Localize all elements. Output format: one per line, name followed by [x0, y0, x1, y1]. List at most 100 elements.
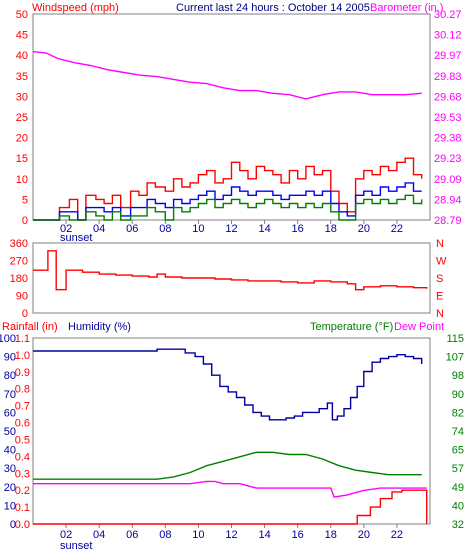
x-tick-label: 16	[292, 529, 304, 541]
barometer-y-tick-label: 29.83	[434, 71, 462, 83]
direction-y-tick-label: 270	[10, 256, 28, 268]
x-tick-label: 16	[292, 223, 304, 235]
barometer-y-tick-label: 29.97	[434, 50, 462, 62]
humidity-y-tick-label: 60	[4, 407, 16, 419]
temperature-y-tick-label: 98	[452, 370, 464, 382]
temperature-y-tick-label: 115	[446, 333, 464, 345]
series-line-temperature	[33, 451, 422, 480]
x-tick-label: 12	[225, 529, 237, 541]
wind-y-tick-label: 35	[16, 71, 28, 83]
temperature-y-tick-label: 82	[452, 407, 464, 419]
wind-y-tick-label: 25	[16, 112, 28, 124]
x-tick-label: 18	[325, 223, 337, 235]
x-tick-label: 02	[60, 529, 72, 541]
series-line-wind_gust	[33, 157, 423, 221]
humidity-y-tick-label: 70	[4, 389, 16, 401]
humidity-y-tick-label: 50	[4, 426, 16, 438]
compass-tick-label: N	[436, 238, 444, 250]
wind-y-tick-label: 10	[16, 174, 28, 186]
humidity-y-tick-label: 10	[4, 500, 16, 512]
rain-y-tick-label: 0.9	[15, 367, 30, 379]
rain-y-tick-label: 0.2	[15, 485, 30, 497]
x-tick-label: 06	[126, 223, 138, 235]
barometer-y-tick-label: 28.94	[434, 194, 462, 206]
series-line-wind_avg	[33, 182, 422, 221]
rainfall-label: Rainfall (in)	[2, 321, 58, 333]
x-tick-label: 04	[93, 529, 105, 541]
direction-panel-frame	[32, 242, 431, 314]
temperature-y-tick-label: 90	[452, 389, 464, 401]
humidity-label: Humidity (%)	[68, 321, 131, 333]
rain-y-tick-label: 0.3	[15, 468, 30, 480]
temperature-y-tick-label: 57	[452, 463, 464, 475]
rain-y-tick-label: 0.5	[15, 434, 30, 446]
x-tick-label: 18	[325, 529, 337, 541]
rain-y-tick-label: 1.0	[15, 350, 30, 362]
series-line-wind_min	[33, 194, 423, 221]
x-tick-label: 10	[192, 529, 204, 541]
wind-y-tick-label: 0	[22, 215, 28, 227]
compass-tick-label: E	[436, 291, 443, 303]
barometer-y-tick-label: 29.38	[434, 133, 462, 145]
direction-y-tick-label: 360	[10, 238, 28, 250]
barometer-y-tick-label: 29.09	[434, 174, 462, 186]
barometer-y-tick-label: 29.53	[434, 112, 462, 124]
rain-y-tick-label: 0.8	[15, 384, 30, 396]
temperature-y-tick-label: 32	[452, 519, 464, 531]
x-tick-label: 02	[60, 223, 72, 235]
barometer-y-tick-label: 29.68	[434, 91, 462, 103]
humidity-y-tick-label: 20	[4, 482, 16, 494]
x-tick-label: 22	[391, 529, 403, 541]
x-tick-label: 08	[159, 223, 171, 235]
rain-y-tick-label: 0.4	[15, 451, 30, 463]
humidity-y-tick-label: 100	[0, 333, 16, 345]
wind-y-tick-label: 15	[16, 153, 28, 165]
x-tick-label: 20	[358, 529, 370, 541]
temperature-label: Temperature (°F)	[310, 321, 393, 333]
wind-y-tick-label: 20	[16, 133, 28, 145]
wind-y-tick-label: 50	[16, 9, 28, 21]
direction-y-tick-label: 0	[22, 308, 28, 320]
sunset-label-wind: sunset	[60, 232, 92, 244]
rain-y-tick-label: 1.1	[15, 333, 30, 345]
compass-tick-label: S	[436, 273, 443, 285]
wind-y-tick-label: 40	[16, 50, 28, 62]
barometer-y-tick-label: 28.79	[434, 215, 462, 227]
dewpoint-label: Dew Point	[394, 321, 444, 333]
wind-y-tick-label: 45	[16, 30, 28, 42]
direction-y-tick-label: 90	[16, 291, 28, 303]
rain-y-tick-label: 0.6	[15, 418, 30, 430]
rain-y-tick-label: 0.7	[15, 401, 30, 413]
windspeed-label: Windspeed (mph)	[32, 2, 119, 14]
series-line-barometer	[32, 50, 422, 100]
wind-y-tick-label: 30	[16, 91, 28, 103]
climate-panel-frame	[32, 337, 431, 525]
temperature-y-tick-label: 40	[452, 500, 464, 512]
x-tick-label: 04	[93, 223, 105, 235]
humidity-y-tick-label: 90	[4, 352, 16, 364]
barometer-y-tick-label: 30.12	[434, 30, 462, 42]
x-tick-label: 06	[126, 529, 138, 541]
x-tick-label: 14	[258, 529, 270, 541]
rain-y-tick-label: 0.0	[15, 519, 30, 531]
x-tick-label: 12	[225, 223, 237, 235]
barometer-y-tick-label: 30.27	[434, 9, 462, 21]
x-tick-label: 10	[192, 223, 204, 235]
current-period-label: Current last 24 hours : October 14 2005	[176, 2, 370, 14]
temperature-y-tick-label: 107	[446, 352, 464, 364]
sunset-label-climate: sunset	[60, 540, 92, 552]
humidity-y-tick-label: 80	[4, 370, 16, 382]
barometer-label: Barometer (in.)	[370, 2, 443, 14]
compass-tick-label: N	[436, 308, 444, 320]
x-tick-label: 20	[358, 223, 370, 235]
barometer-y-tick-label: 29.23	[434, 153, 462, 165]
humidity-y-tick-label: 0	[10, 519, 16, 531]
x-tick-label: 22	[391, 223, 403, 235]
direction-y-tick-label: 180	[10, 273, 28, 285]
wind-y-tick-label: 5	[22, 194, 28, 206]
compass-tick-label: W	[436, 256, 447, 268]
temperature-y-tick-label: 65	[452, 445, 464, 457]
x-tick-label: 08	[159, 529, 171, 541]
series-line-dewpoint	[33, 480, 427, 498]
